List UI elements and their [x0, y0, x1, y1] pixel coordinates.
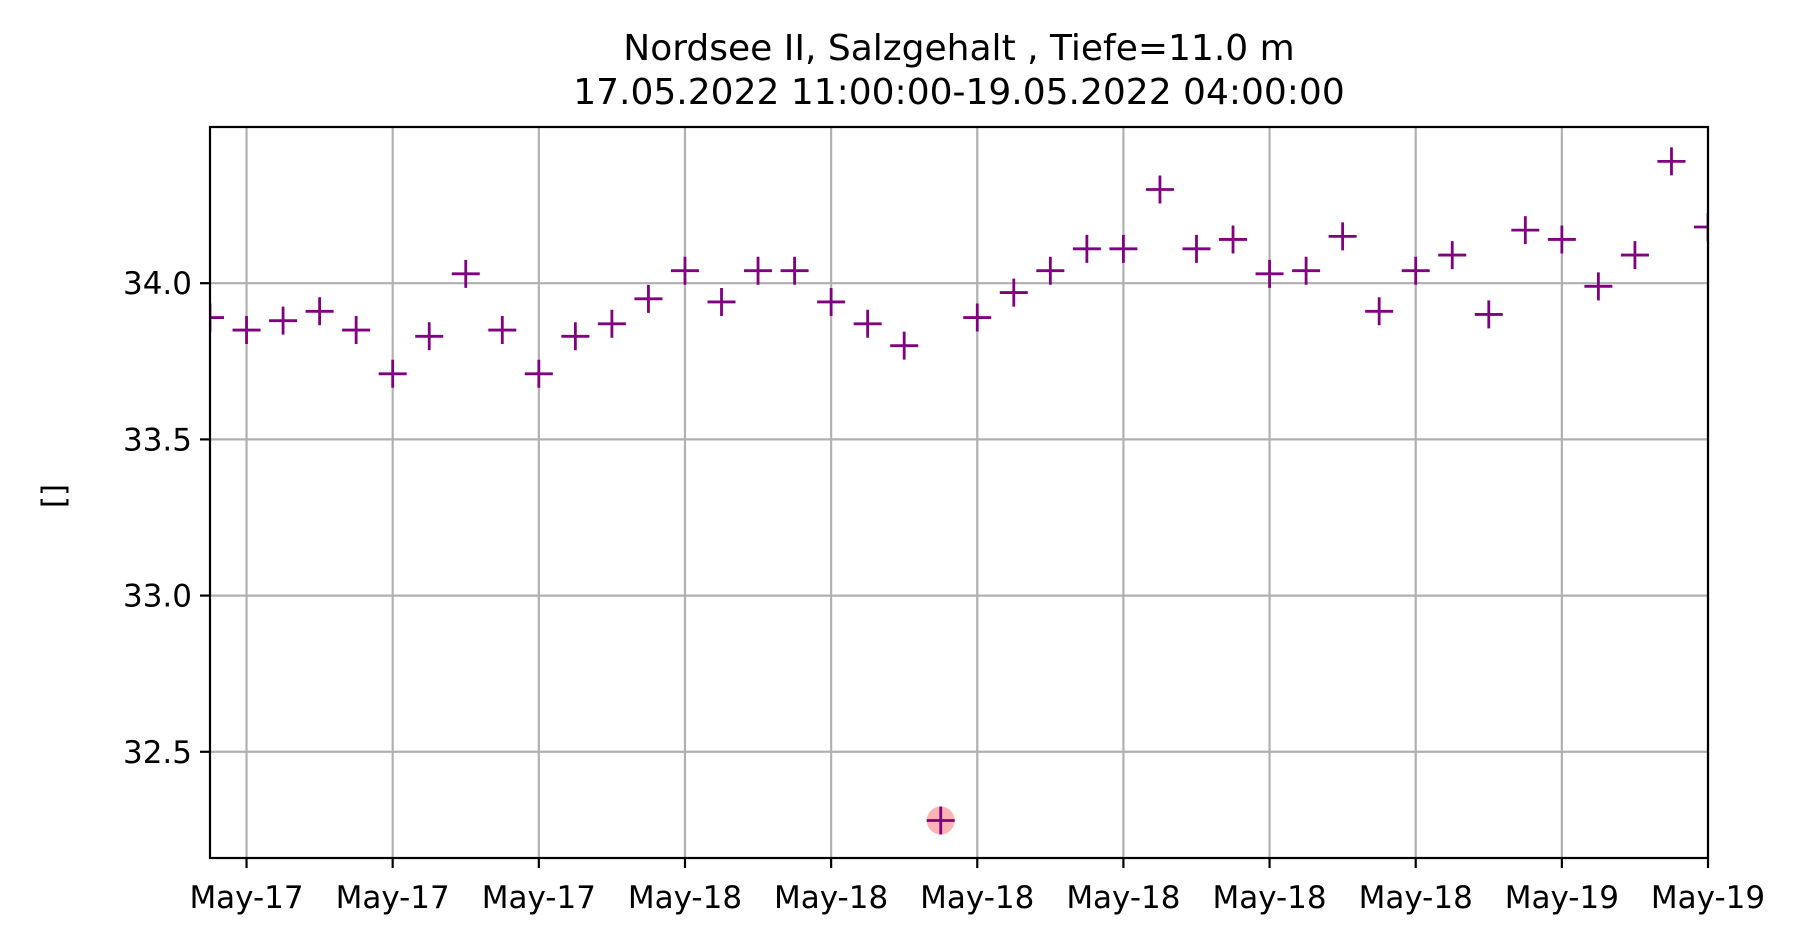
- data-point: [707, 287, 736, 316]
- data-point: [1620, 241, 1649, 270]
- data-point: [1365, 297, 1394, 326]
- y-tick-label-2: 33.5: [123, 422, 192, 458]
- data-point: [1255, 259, 1284, 288]
- data-point: [1182, 234, 1211, 263]
- data-point: [1438, 241, 1467, 270]
- data-point: [415, 322, 444, 351]
- plot-area: [210, 147, 1708, 835]
- data-point: [1584, 272, 1613, 301]
- data-point: [963, 303, 992, 332]
- data-point: [1072, 234, 1101, 263]
- y-tick-label-0: 32.5: [123, 735, 192, 771]
- data-point: [999, 278, 1028, 307]
- data-point: [488, 316, 517, 345]
- data-point: [1292, 256, 1321, 285]
- data-points: [210, 147, 1708, 835]
- grid-lines: [210, 127, 1710, 858]
- x-tick-label-6: May-18: [1066, 880, 1180, 916]
- data-point: [232, 316, 261, 345]
- data-point: [342, 316, 371, 345]
- data-point: [1219, 225, 1248, 254]
- data-point: [1109, 234, 1138, 263]
- x-tick-label-8: May-18: [1359, 880, 1473, 916]
- data-point: [1547, 225, 1576, 254]
- x-tick-label-3: May-18: [628, 880, 742, 916]
- chart-title-line-1: Nordsee II, Salzgehalt , Tiefe=11.0 m: [623, 28, 1294, 69]
- data-point: [1511, 216, 1540, 245]
- data-point: [744, 256, 773, 285]
- data-point: [1036, 256, 1065, 285]
- data-point: [1694, 212, 1708, 241]
- data-point: [1474, 300, 1503, 329]
- data-point: [305, 297, 334, 326]
- data-point: [1401, 256, 1430, 285]
- y-tick-label-1: 33.0: [123, 579, 192, 615]
- data-point: [634, 284, 663, 313]
- data-point: [817, 287, 846, 316]
- x-tick-label-7: May-18: [1212, 880, 1326, 916]
- data-point: [890, 331, 919, 360]
- data-point-flagged: [926, 806, 955, 835]
- data-point: [210, 303, 224, 332]
- data-point: [524, 359, 553, 388]
- data-point: [1145, 175, 1174, 204]
- data-point: [1328, 222, 1357, 251]
- x-tick-label-1: May-17: [336, 880, 450, 916]
- data-point: [853, 309, 882, 338]
- x-tick-label-9: May-19: [1505, 880, 1619, 916]
- x-tick-label-10: May-19: [1651, 880, 1765, 916]
- chart-title-line-2: 17.05.2022 11:00:00-19.05.2022 04:00:00: [573, 72, 1345, 113]
- data-point: [378, 359, 407, 388]
- y-axis-ticks: 32.5 33.0 33.5 34.0: [123, 266, 210, 771]
- data-point: [597, 309, 626, 338]
- data-point: [1657, 147, 1686, 176]
- y-tick-label-3: 34.0: [123, 266, 192, 302]
- x-tick-label-2: May-17: [482, 880, 596, 916]
- axes-frame: [208, 125, 1710, 860]
- x-axis-ticks: May-17 May-17 May-17 May-18 May-18 May-18 May-…: [189, 858, 1765, 916]
- data-point: [670, 256, 699, 285]
- data-point: [269, 306, 298, 335]
- y-axis-label: []: [36, 484, 72, 508]
- x-tick-label-0: May-17: [189, 880, 303, 916]
- data-point: [780, 256, 809, 285]
- data-point: [451, 259, 480, 288]
- x-tick-label-4: May-18: [774, 880, 888, 916]
- data-point: [561, 322, 590, 351]
- x-tick-label-5: May-18: [920, 880, 1034, 916]
